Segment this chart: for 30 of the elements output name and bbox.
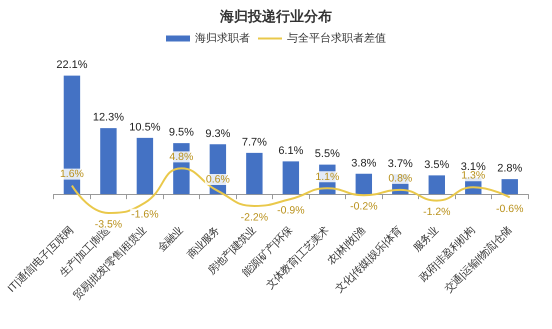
- data-label: -3.5%: [94, 218, 122, 230]
- data-label: -2.2%: [240, 211, 268, 224]
- data-label: 1.6%: [60, 168, 84, 180]
- x-tick-label: 服务业: [410, 224, 441, 254]
- legend-label: 海归求职者: [195, 32, 250, 44]
- chart-title: 海归投递行业分布: [219, 8, 332, 24]
- data-label: 1.1%: [315, 170, 340, 183]
- data-label: 4.8%: [169, 150, 194, 163]
- data-label: 6.1%: [278, 144, 304, 157]
- data-label: 2.8%: [497, 162, 523, 175]
- data-label: 7.7%: [242, 136, 268, 148]
- data-label: 9.5%: [168, 126, 194, 139]
- data-label: 10.5%: [129, 121, 161, 134]
- data-label: -1.2%: [423, 206, 451, 218]
- data-label: -0.6%: [496, 202, 524, 215]
- data-label: 3.8%: [351, 157, 377, 170]
- data-label: -0.2%: [350, 200, 378, 213]
- data-label: 1.3%: [461, 170, 486, 182]
- data-label: 12.3%: [92, 112, 124, 124]
- data-label: 0.8%: [388, 172, 412, 184]
- data-label: 3.7%: [388, 158, 414, 170]
- data-label: 9.3%: [205, 128, 231, 140]
- x-tick-label: 金融业: [156, 224, 186, 254]
- data-label: 0.6%: [206, 173, 230, 186]
- data-label: -0.9%: [277, 204, 305, 216]
- data-label: 22.1%: [56, 59, 88, 72]
- data-label: 5.5%: [314, 148, 340, 160]
- legend-label: 与全平台求职者差值: [287, 32, 386, 44]
- data-label: -1.6%: [131, 208, 159, 220]
- data-label: 3.5%: [424, 158, 450, 171]
